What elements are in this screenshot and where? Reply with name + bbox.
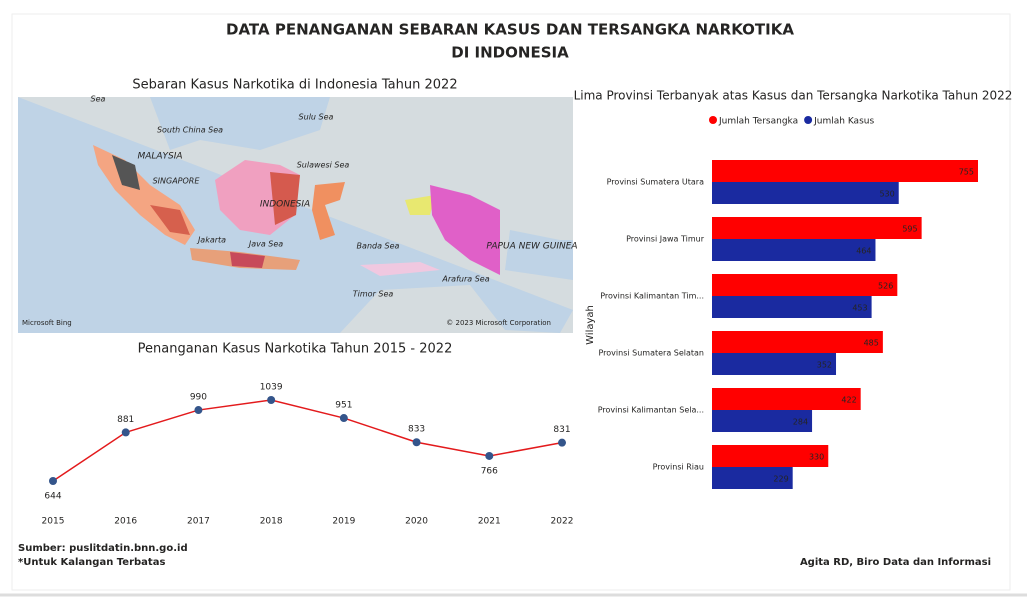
legend-label: Jumlah Tersangka [718,117,798,127]
y-axis-label: Wilayah [585,305,596,345]
data-label: 755 [959,168,974,177]
data-label: 990 [190,393,207,403]
province [230,252,265,268]
data-label: 526 [878,282,893,291]
data-label: 464 [856,247,871,256]
province [112,155,140,190]
map [18,97,573,333]
x-tick-label: 2021 [478,517,501,527]
x-tick-label: 2017 [187,517,210,527]
map-label: Java Sea [247,240,283,249]
x-tick-label: 2015 [42,517,65,527]
bar [712,160,978,182]
note: *Untuk Kalangan Terbatas [18,557,165,568]
legend-marker [709,116,717,124]
x-tick-label: 2020 [405,517,428,527]
line [52,399,563,482]
province [312,182,345,240]
y-tick-label: Provinsi Sumatera Utara [607,178,704,187]
bar [712,388,861,410]
marker [121,428,130,437]
x-tick-label: 2018 [260,517,283,527]
y-tick-label: Provinsi Riau [653,463,704,472]
map-label: Banda Sea [357,242,400,251]
data-label: 831 [553,425,570,435]
bar [712,274,898,296]
data-label: 833 [408,425,425,435]
map-label: Sea [91,95,106,104]
data-label: 284 [793,418,808,427]
marker [412,438,421,447]
map-label: Sulawesi Sea [297,161,350,170]
y-tick-label: Provinsi Kalimantan Tim... [600,292,704,301]
map-label: SINGAPORE [153,177,201,186]
bar [712,331,883,353]
map-label: Sulu Sea [299,113,334,122]
data-label: 530 [879,190,894,199]
province [270,172,300,225]
bar [712,410,813,432]
author: Agita RD, Biro Data dan Informasi [800,557,991,568]
x-tick-label: 2022 [551,517,574,527]
data-label: 766 [481,466,498,476]
y-tick-label: Provinsi Jawa Timur [626,235,705,244]
x-tick-label: 2016 [114,517,137,527]
map-label: Jakarta [196,236,226,245]
province [360,262,440,276]
y-tick-label: Provinsi Kalimantan Sela... [598,406,704,415]
data-label: 422 [841,396,856,405]
title: DI INDONESIA [451,44,569,62]
data-label: 485 [864,339,879,348]
map-title: Sebaran Kasus Narkotika di Indonesia Tah… [132,78,457,93]
data-label: 595 [902,225,917,234]
data-label: 644 [44,492,61,502]
province [405,195,435,215]
source: Sumber: puslitdatin.bnn.go.id [18,543,188,554]
marker [339,414,348,423]
x-tick-label: 2019 [332,517,355,527]
province [150,205,190,235]
chart-title: Lima Provinsi Terbanyak atas Kasus dan T… [574,89,1013,103]
map-label: MALAYSIA [137,152,182,162]
bar [712,239,876,261]
bar [712,445,829,467]
legend-marker [804,116,813,124]
bar [712,296,872,318]
province [430,185,500,275]
y-tick-label: Provinsi Sumatera Selatan [598,349,704,358]
map-label: INDONESIA [260,200,310,210]
chart-title: Penanganan Kasus Narkotika Tahun 2015 - … [138,342,453,357]
map-credit: © 2023 Microsoft Corporation [446,319,551,327]
data-label: 330 [809,453,824,462]
marker [558,438,566,447]
data-label: 229 [773,475,788,484]
marker [194,406,203,415]
map-label: South China Sea [157,126,223,135]
title: DATA PENANGANAN SEBARAN KASUS DAN TERSAN… [226,21,794,39]
land [18,97,573,333]
map-label: Arafura Sea [441,275,489,284]
data-label: 352 [817,361,832,370]
map-credit: Microsoft Bing [22,319,72,327]
marker [49,477,57,485]
map-label: PAPUA NEW GUINEA [486,242,577,252]
bar [712,217,922,239]
marker [267,396,276,404]
legend-label: Jumlah Kasus [813,117,874,127]
bar [712,467,793,489]
map-label: Timor Sea [353,290,394,299]
data-label: 1039 [260,383,283,393]
data-label: 453 [852,304,867,313]
marker [485,451,494,460]
data-label: 951 [335,401,352,411]
bar [712,353,837,375]
bar [712,182,899,204]
data-label: 881 [117,415,134,425]
